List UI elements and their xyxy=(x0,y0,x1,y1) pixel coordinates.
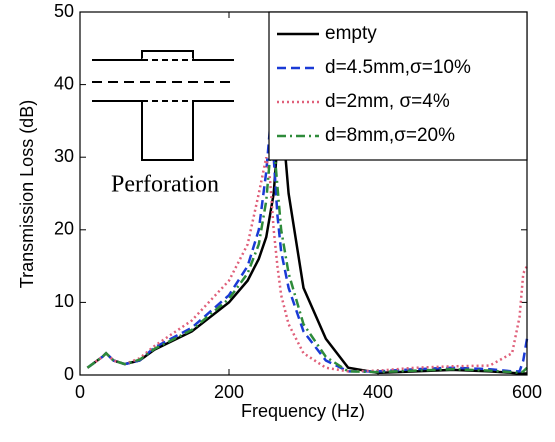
y-tick-label: 50 xyxy=(54,1,74,21)
x-axis-label: Frequency (Hz) xyxy=(241,401,365,421)
y-tick-label: 10 xyxy=(54,291,74,311)
series-line xyxy=(86,128,529,373)
legend-box xyxy=(268,11,528,161)
y-tick-label: 30 xyxy=(54,146,74,166)
x-tick-label: 600 xyxy=(512,382,542,402)
x-tick-label: 400 xyxy=(363,382,393,402)
y-tick-label: 40 xyxy=(54,73,74,93)
x-tick-label: 200 xyxy=(214,382,244,402)
y-tick-label: 0 xyxy=(64,364,74,384)
series-line xyxy=(86,142,528,375)
inset-diagram xyxy=(92,50,234,161)
x-tick-label: 0 xyxy=(75,382,85,402)
y-tick-label: 20 xyxy=(54,219,74,239)
legend-label: d=2mm, σ=4% xyxy=(325,91,450,112)
y-axis-label: Transmission Loss (dB) xyxy=(17,100,37,288)
legend-label: d=4.5mm,σ=10% xyxy=(325,57,471,78)
legend-label: empty xyxy=(325,23,377,44)
inset-label: Perforation xyxy=(111,172,219,198)
legend-label: d=8mm,σ=20% xyxy=(325,125,455,146)
